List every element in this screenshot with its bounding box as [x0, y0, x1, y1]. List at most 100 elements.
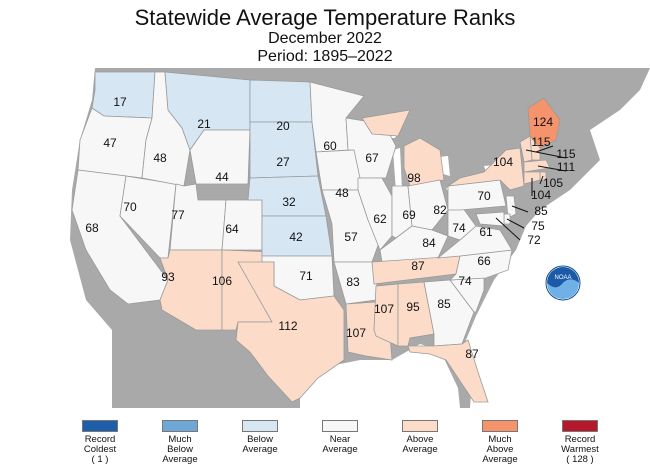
map-month: December 2022: [268, 30, 382, 47]
state-il: [357, 177, 393, 251]
rank-label-id: 48: [153, 151, 167, 165]
legend-swatch: [562, 420, 598, 432]
rank-label-ma: 111: [557, 160, 576, 174]
rank-label-ks: 42: [289, 230, 303, 244]
rank-label-mi: 98: [407, 171, 421, 185]
us-map: 17 47 68 70 48 21 44 77 93 64 106 20 27 32 42 71 112 60 48…: [0, 68, 650, 408]
legend-label: Coldest: [83, 444, 117, 455]
leader-line-nh: [535, 145, 554, 153]
rank-label-ut: 77: [171, 208, 185, 222]
legend-label: Below: [167, 444, 193, 455]
agency-date: Fri Jan 6 2023: [536, 344, 591, 354]
rank-label-sc: 74: [458, 274, 472, 288]
state-tx: [235, 261, 345, 403]
rank-label-mo: 57: [344, 230, 358, 244]
rank-label-wa: 17: [113, 95, 127, 109]
legend-label: Record: [564, 434, 596, 445]
rank-label-oh: 82: [433, 203, 447, 217]
legend-label: ( 1 ): [91, 454, 109, 465]
rank-label-wi: 67: [365, 151, 379, 165]
legend: Record Coldest( 1 ) Much Below Average Below A…: [60, 416, 620, 474]
leader-line-md: [495, 217, 521, 241]
legend-label: Warmest: [561, 444, 599, 455]
rank-label-tx: 112: [278, 319, 297, 333]
legend-item-near: Near Average: [300, 416, 380, 455]
leader-line-vt: [525, 149, 567, 159]
state-shapes: [71, 71, 561, 403]
noaa-logo: NOAA: [545, 265, 581, 301]
rank-label-mn: 60: [323, 139, 337, 153]
rank-label-nc: 66: [477, 254, 491, 268]
noaa-logo-text: NOAA: [554, 275, 571, 281]
rank-label-al: 95: [406, 300, 420, 314]
legend-swatch: [322, 420, 358, 432]
rank-label-wv: 74: [452, 221, 466, 235]
rank-label-nh: 115: [531, 135, 550, 149]
leader-line-nj: [511, 205, 529, 213]
map-header: Statewide Average Temperature Ranks Dece…: [0, 0, 650, 66]
rank-label-ca: 68: [85, 221, 99, 235]
rank-label-ri: 105: [543, 176, 563, 190]
rank-label-il: 62: [373, 212, 387, 226]
legend-label: Average: [402, 444, 438, 455]
rank-label-ky: 84: [422, 236, 436, 250]
gulf-of-mexico: [300, 344, 460, 408]
rank-label-mt: 21: [197, 117, 211, 131]
rank-label-nj: 85: [534, 204, 548, 218]
legend-label: Above: [486, 444, 514, 455]
rank-label-ok: 71: [299, 269, 313, 283]
legend-label: Average: [482, 454, 518, 465]
rank-label-ia: 48: [335, 186, 349, 200]
legend-label: Record: [84, 434, 116, 445]
rank-label-vt: 115: [556, 147, 575, 161]
state-nd: [249, 79, 313, 123]
legend-item-record-coldest: Record Coldest( 1 ): [60, 416, 140, 465]
rank-label-nv: 70: [123, 200, 137, 214]
atlantic-ocean: [466, 68, 650, 408]
legend-item-much-above: Much Above Average: [460, 416, 540, 465]
legend-label: Near: [329, 434, 351, 445]
rank-label-ny: 104: [493, 155, 513, 169]
rank-label-nm: 106: [212, 274, 232, 288]
rank-label-az: 93: [161, 270, 175, 284]
legend-swatch: [482, 420, 518, 432]
state-md: [475, 211, 505, 227]
leader-line-de: [506, 218, 525, 229]
legend-label: Above: [406, 434, 434, 445]
lake-michigan: [393, 148, 402, 192]
rank-label-wy: 44: [215, 170, 229, 184]
map-area: 17 47 68 70 48 21 44 77 93 64 106 20 27 32 42 71 112 60 48…: [0, 68, 650, 408]
rank-label-in: 69: [402, 208, 416, 222]
legend-label: Average: [322, 444, 358, 455]
legend-item-above: Above Average: [380, 416, 460, 455]
state-oh: [407, 179, 449, 231]
rank-label-nd: 20: [276, 119, 290, 133]
legend-swatch: [162, 420, 198, 432]
rank-label-la: 107: [346, 326, 366, 340]
state-wy: [189, 129, 251, 185]
legend-label: Much: [488, 434, 512, 445]
legend-label: Average: [162, 454, 198, 465]
rank-label-va: 61: [479, 225, 493, 239]
legend-swatch: [82, 420, 118, 432]
legend-label: Below: [247, 434, 273, 445]
rank-label-pa: 70: [477, 189, 491, 203]
state-mi: [361, 109, 445, 187]
legend-item-below: Below Average: [220, 416, 300, 455]
rank-label-ms: 107: [374, 302, 394, 316]
rank-label-sd: 27: [276, 155, 290, 169]
rank-label-tn: 87: [411, 259, 425, 273]
legend-label: ( 128 ): [566, 454, 594, 465]
rank-label-md: 72: [527, 233, 541, 247]
state-ny: [447, 147, 525, 191]
rank-label-co: 64: [225, 222, 239, 236]
state-fl: [407, 339, 489, 403]
leader-line-ri: [539, 175, 544, 185]
rank-label-me: 124: [533, 115, 553, 129]
agency-line3: Information: [539, 334, 587, 345]
rank-label-ne: 32: [282, 195, 296, 209]
legend-label: Much: [168, 434, 192, 445]
state-ms: [373, 283, 399, 347]
state-vt: [519, 135, 533, 163]
state-nj: [505, 195, 517, 219]
